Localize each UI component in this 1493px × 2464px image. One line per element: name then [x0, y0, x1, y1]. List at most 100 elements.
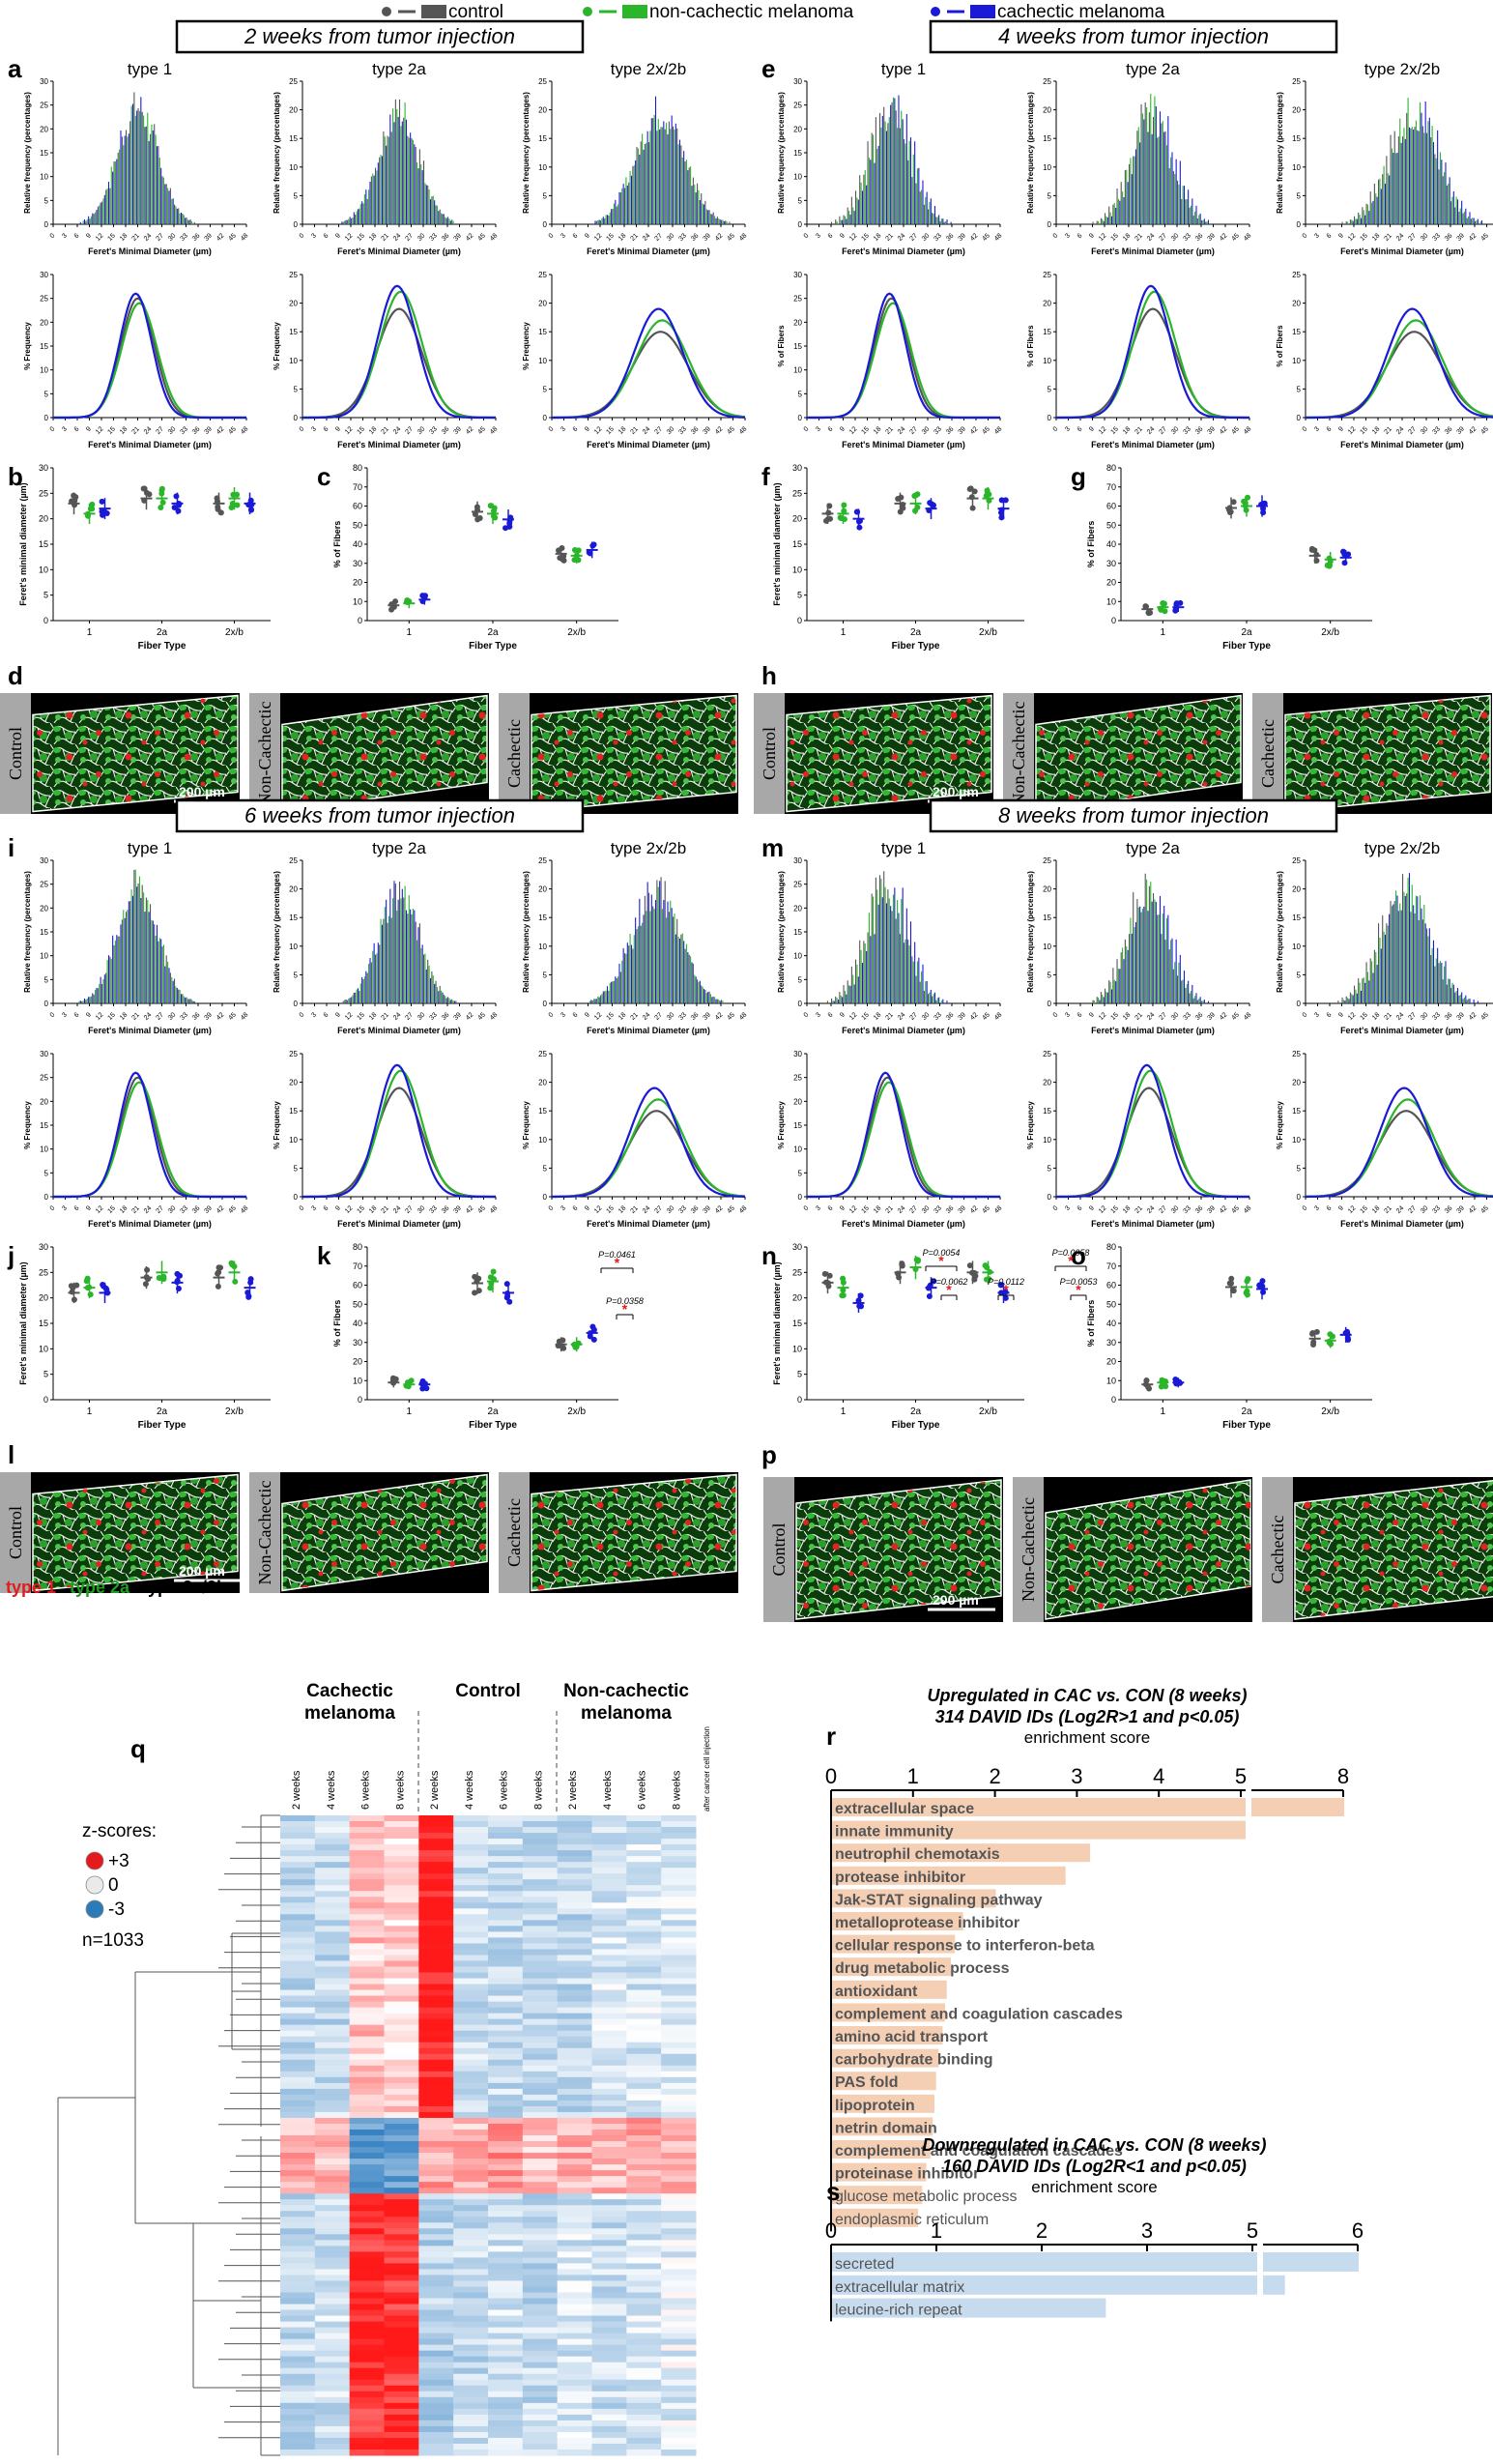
histogram-bar [930, 198, 932, 224]
heatmap-cell [349, 1926, 385, 1932]
heatmap-cell [418, 2071, 454, 2078]
heatmap-column-label: 8 weeks [532, 1770, 544, 1810]
heatmap-cell [522, 1989, 559, 1997]
heatmap-cell [349, 2425, 385, 2433]
heatmap-cell [280, 2153, 316, 2160]
heatmap-cell [384, 2117, 419, 2125]
heatmap-cell [418, 2141, 454, 2148]
heatmap-cell [418, 1879, 454, 1886]
heatmap-cell [418, 1908, 454, 1915]
heatmap-cell [522, 1902, 559, 1909]
histogram-bar [179, 990, 181, 1003]
histogram-bar [1366, 971, 1368, 1003]
heatmap-cell [453, 1833, 489, 1840]
heatmap-cell [349, 1978, 385, 1986]
x-tick-label: 3 [61, 1011, 69, 1019]
histogram-bar [859, 940, 861, 1003]
x-tick-label: 9 [1337, 1204, 1345, 1212]
heatmap-cell [557, 1984, 592, 1991]
heatmap-cell [314, 2373, 351, 2381]
heatmap-cell [557, 1926, 592, 1932]
x-tick-label: 2a [157, 1406, 168, 1417]
heatmap-cell [557, 2205, 592, 2212]
data-point [174, 1270, 181, 1277]
x-tick-label: 2x/b [567, 627, 586, 638]
heatmap-cell [557, 1873, 592, 1880]
heatmap-cell [349, 1850, 385, 1857]
histogram-bar [158, 158, 160, 224]
y-tick-label: 10 [538, 163, 547, 172]
heatmap-cell [626, 2188, 662, 2194]
x-tick-label: 45 [726, 425, 736, 436]
heatmap-cell [314, 1833, 351, 1840]
heatmap-cell [418, 1885, 454, 1892]
heatmap-cell [314, 2117, 351, 2125]
x-tick-label: 15 [605, 232, 616, 243]
heatmap-cell [349, 2071, 385, 2078]
heatmap-cell [661, 2228, 697, 2235]
heatmap-cell [453, 2292, 489, 2300]
heatmap-cell [418, 1989, 454, 1997]
histogram-bar [923, 204, 925, 224]
heatmap-cell [280, 2094, 316, 2102]
data-point [1256, 1282, 1263, 1289]
heatmap-cell [488, 2327, 524, 2334]
heatmap-cell [314, 2013, 351, 2020]
y-tick-label: 0 [543, 220, 548, 229]
histogram-bar [1376, 965, 1378, 1003]
histogram-bar [660, 127, 662, 224]
x-tick-label: 15 [860, 232, 871, 243]
histogram-bar [1415, 895, 1417, 1003]
heatmap-cell [591, 2182, 627, 2189]
histogram-bar [690, 166, 692, 224]
heatmap-cell [626, 2117, 662, 2125]
y-tick-label: 5 [44, 390, 49, 398]
histogram-bar [86, 218, 88, 224]
significance-star: * [622, 1301, 628, 1317]
histogram-bar [1158, 914, 1160, 1003]
heatmap-cell [349, 2176, 385, 2183]
histogram-bar [443, 995, 445, 1003]
y-tick-label: 5 [1048, 1164, 1052, 1173]
heatmap-cell [280, 2408, 316, 2416]
heatmap-cell [418, 2159, 454, 2165]
data-point [986, 497, 992, 504]
histogram-bar [940, 1000, 942, 1003]
heatmap-cell [626, 2391, 662, 2398]
histogram-bar [103, 194, 105, 224]
histogram-bar [863, 941, 865, 1003]
heatmap-cell [488, 2443, 524, 2450]
x-tick-label: 33 [428, 1011, 439, 1022]
y-tick-label: 5 [798, 975, 803, 984]
histogram-bar [342, 1000, 344, 1003]
heatmap-cell [314, 2182, 351, 2189]
histogram-bar [355, 214, 357, 224]
heatmap-cell [280, 2024, 316, 2032]
histogram-bar [392, 108, 394, 224]
data-point [854, 508, 861, 515]
histogram-bar [420, 163, 422, 224]
histogram-bar [1442, 979, 1444, 1003]
heatmap-cell [418, 2018, 454, 2026]
histogram-bar [1362, 978, 1364, 1003]
x-tick-label: 0 [548, 1204, 556, 1212]
histogram-bar [1186, 199, 1188, 224]
data-point [1226, 509, 1233, 516]
histogram-bar [657, 886, 659, 1003]
histogram-bar [414, 910, 416, 1003]
heatmap-cell [488, 2379, 524, 2387]
data-point [1313, 551, 1320, 558]
y-tick-label: 0 [798, 1193, 803, 1202]
y-tick-label: 15 [1043, 134, 1051, 143]
x-tick-label: 0 [299, 232, 306, 240]
heatmap-cell [314, 2396, 351, 2404]
histogram-bar [1122, 191, 1124, 224]
histogram-bar [1189, 993, 1191, 1003]
histogram-bar [368, 964, 370, 1003]
heatmap-cell [626, 2018, 662, 2026]
x-tick-label: 21 [1383, 425, 1393, 436]
histogram-bar [897, 128, 899, 224]
histogram-bar [1341, 221, 1343, 224]
x-tick-label: 12 [1098, 232, 1108, 243]
histogram-bar [359, 983, 361, 1003]
